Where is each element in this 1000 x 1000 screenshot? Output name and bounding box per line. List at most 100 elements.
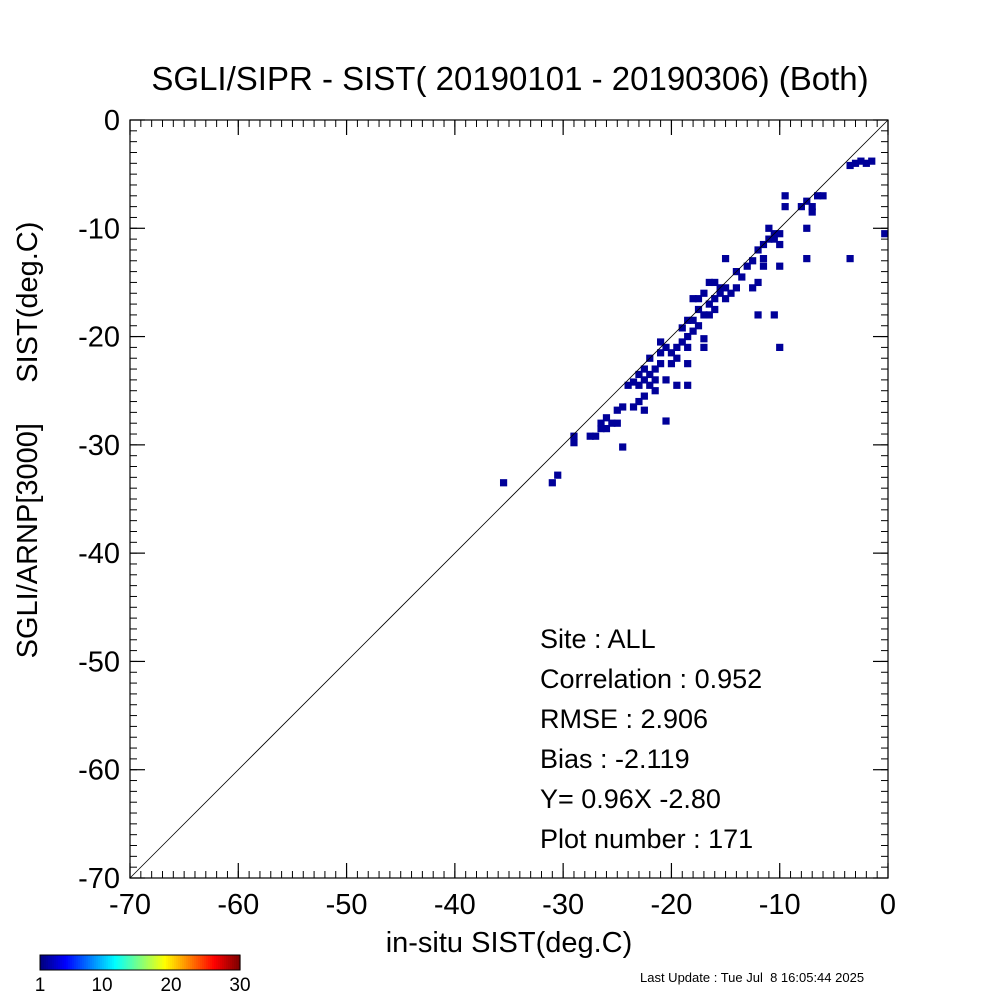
density-cell xyxy=(689,327,697,335)
colorbar-segment xyxy=(82,955,85,970)
density-cell xyxy=(592,432,600,440)
density-cell xyxy=(694,322,703,330)
colorbar-segment xyxy=(222,955,225,970)
colorbar-segment xyxy=(64,955,67,970)
density-cell xyxy=(548,479,556,487)
colorbar-segment xyxy=(74,955,77,970)
last-update-text: Last Update : Tue Jul 8 16:05:44 2025 xyxy=(640,970,865,985)
density-cell xyxy=(624,381,632,389)
y-tick-label: -10 xyxy=(78,213,120,245)
colorbar-segment xyxy=(190,955,193,970)
stat-line: Y= 0.96X -2.80 xyxy=(540,784,721,814)
colorbar-segment xyxy=(92,955,95,970)
colorbar-segment xyxy=(50,955,53,970)
x-tick-label: -10 xyxy=(759,889,801,921)
colorbar-segment xyxy=(66,955,69,970)
density-cell xyxy=(700,335,708,343)
density-cell xyxy=(732,284,740,292)
colorbar-segment xyxy=(42,955,45,970)
y-tick-label: -60 xyxy=(78,755,120,787)
density-cell xyxy=(608,419,616,427)
y-tick-label: -30 xyxy=(78,430,120,462)
colorbar-segment xyxy=(206,955,209,970)
density-cell xyxy=(602,414,611,422)
colorbar-segment xyxy=(116,955,119,970)
colorbar-segment xyxy=(220,955,223,970)
density-cell xyxy=(694,295,703,303)
density-cell xyxy=(776,262,784,270)
y-tick-label: 0 xyxy=(104,105,120,137)
colorbar-segment xyxy=(122,955,125,970)
density-cell xyxy=(597,425,605,433)
density-cell xyxy=(711,295,719,303)
density-cell xyxy=(667,349,676,357)
density-cell xyxy=(635,381,643,389)
colorbar-segment xyxy=(84,955,87,970)
colorbar-segment xyxy=(212,955,215,970)
colorbar-segment xyxy=(124,955,127,970)
density-cell xyxy=(684,332,692,341)
y-axis-ticks: 0 -10 -20 -30 -40 -50 -60 -70 xyxy=(78,105,888,895)
density-cell xyxy=(673,354,681,362)
density-cell xyxy=(770,235,778,243)
colorbar-segment xyxy=(186,955,189,970)
colorbar-segment xyxy=(162,955,165,970)
colorbar-segment xyxy=(230,955,233,970)
colorbar-segment xyxy=(48,955,51,970)
colorbar-frame xyxy=(39,954,241,971)
density-cell xyxy=(862,159,870,167)
colorbar-segment xyxy=(126,955,129,970)
colorbar-segment xyxy=(110,955,113,970)
colorbar-segment xyxy=(204,955,207,970)
density-cell xyxy=(705,300,713,308)
x-tick-label: -60 xyxy=(217,889,259,921)
colorbar-segment xyxy=(232,955,235,970)
density-cell xyxy=(678,324,686,332)
colorbar-segment xyxy=(228,955,231,970)
density-cell xyxy=(743,262,751,270)
plot-frame xyxy=(129,119,889,879)
stat-line: Bias : -2.119 xyxy=(540,744,690,774)
stat-line: RMSE : 2.906 xyxy=(540,704,708,734)
colorbar-segment xyxy=(146,955,149,970)
colorbar-segment xyxy=(142,955,145,970)
colorbar-segment xyxy=(180,955,183,970)
colorbar-segment xyxy=(68,955,71,970)
colorbar-segment xyxy=(58,955,61,970)
stat-line: Correlation : 0.952 xyxy=(540,664,762,694)
density-cell xyxy=(721,255,730,263)
density-cell xyxy=(673,343,681,351)
colorbar-segment xyxy=(94,955,97,970)
colorbar-segment xyxy=(196,955,199,970)
colorbar-segment xyxy=(46,955,49,970)
density-cell xyxy=(499,479,508,487)
density-cell xyxy=(619,403,627,411)
y-axis-label: SGLI/ARNP[3000] SIST(deg.C) xyxy=(12,222,44,659)
density-cell xyxy=(846,161,854,170)
density-cell xyxy=(646,370,654,379)
density-cell xyxy=(803,255,811,263)
colorbar-segment xyxy=(210,955,213,970)
density-cell xyxy=(570,432,578,440)
statistics-box: Site : ALL Correlation : 0.952 RMSE : 2.90… xyxy=(540,624,762,854)
x-tick-label: -50 xyxy=(326,889,368,921)
colorbar-segment xyxy=(198,955,201,970)
density-cell xyxy=(662,343,670,351)
density-cell xyxy=(765,224,773,232)
density-cell xyxy=(635,397,643,406)
colorbar-segment xyxy=(62,955,65,970)
density-cell xyxy=(700,289,708,297)
colorbar-segment xyxy=(72,955,75,970)
colorbar-segment xyxy=(148,955,151,970)
density-cell xyxy=(602,425,611,433)
colorbar-segment xyxy=(40,955,43,970)
colorbar-segment xyxy=(238,955,241,970)
x-tick-label: -20 xyxy=(650,889,692,921)
colorbar-segment xyxy=(178,955,181,970)
density-cell xyxy=(781,192,789,200)
colorbar-segment xyxy=(108,955,111,970)
density-cell xyxy=(749,257,757,265)
colorbar-segment xyxy=(150,955,153,970)
density-cell xyxy=(819,192,827,200)
